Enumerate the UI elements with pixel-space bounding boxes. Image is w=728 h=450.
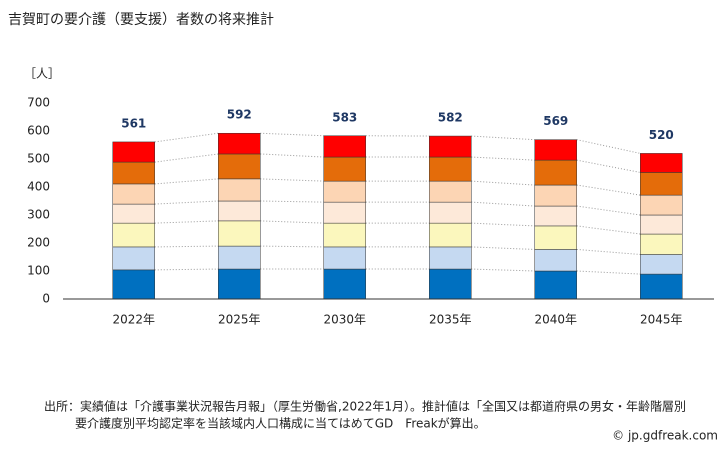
connector: [471, 246, 535, 250]
bar-segment: [534, 225, 577, 250]
connector: [260, 220, 324, 224]
connector: [154, 268, 219, 271]
bar-segment: [640, 214, 683, 235]
connector: [154, 220, 219, 224]
connector: [576, 139, 641, 154]
connector: [260, 200, 324, 203]
bar-segment: [534, 184, 577, 207]
bar-segment: [112, 161, 155, 185]
bar-segment: [112, 222, 155, 248]
y-tick-label: 100: [27, 264, 50, 278]
bar-segment: [429, 222, 472, 248]
connector: [576, 159, 641, 173]
bar-segment: [534, 139, 577, 161]
y-tick-label: 400: [27, 180, 50, 194]
connector: [154, 132, 219, 143]
source-line: 要介護度別平均認定率を当該域内人口構成に当てはめてGD Freakが算出。: [75, 416, 486, 431]
connector: [260, 153, 324, 158]
credit: © jp.gdfreak.com: [612, 429, 718, 443]
bar-segment: [112, 246, 155, 271]
bar-segment: [640, 153, 683, 173]
bar-segment: [429, 268, 472, 300]
connector: [260, 132, 324, 137]
x-tick-label: 2022年: [112, 313, 155, 327]
x-tick-label: 2035年: [429, 313, 472, 327]
bar-segment: [323, 222, 366, 248]
y-tick-label: 700: [27, 96, 50, 110]
bar-segment: [534, 249, 577, 272]
bar-segment: [112, 141, 155, 163]
connector: [471, 268, 535, 272]
bar-segment: [323, 268, 366, 300]
connector: [154, 245, 219, 248]
y-axis-label: ［人］: [24, 67, 60, 81]
y-tick-label: 0: [42, 292, 50, 306]
y-tick-label: 600: [27, 124, 50, 138]
bar-segment: [218, 200, 261, 222]
bar-segment: [429, 201, 472, 224]
bar-segment: [429, 156, 472, 182]
total-label: 561: [121, 116, 146, 130]
bar-segment: [640, 254, 683, 275]
connector: [576, 184, 641, 196]
connector: [576, 205, 641, 216]
bar-segment: [534, 205, 577, 227]
y-tick-label: 300: [27, 208, 50, 222]
connector: [154, 178, 219, 185]
connector: [260, 245, 324, 248]
bar-segment: [323, 135, 366, 158]
x-tick-label: 2045年: [640, 313, 683, 327]
bar-segment: [429, 135, 472, 158]
x-tick-label: 2030年: [323, 313, 366, 327]
bar-segment: [429, 246, 472, 270]
connector: [471, 156, 535, 161]
connector: [576, 248, 641, 255]
connector: [154, 153, 219, 163]
bar-segment: [640, 273, 683, 300]
bar-segment: [218, 268, 261, 300]
x-tick-label: 2040年: [534, 313, 577, 327]
bar-segment: [323, 201, 366, 224]
bar-segment: [534, 159, 577, 186]
bar-segment: [112, 203, 155, 224]
total-label: 592: [227, 108, 252, 122]
bar-segment: [323, 180, 366, 203]
connector: [576, 270, 641, 275]
bar-segment: [640, 172, 683, 196]
x-tick-label: 2025年: [218, 313, 261, 327]
bar-segment: [218, 245, 261, 270]
chart-title: 吉賀町の要介護（要支援）者数の将来推計: [8, 12, 274, 28]
bar-segment: [218, 178, 261, 202]
bar-segment: [640, 194, 683, 216]
bar-segment: [112, 183, 155, 205]
bar-segment: [429, 180, 472, 203]
connector: [576, 225, 641, 235]
source-line: 出所：実績値は「介護事業状況報告月報」（厚生労働省,2022年1月）。推計値は「…: [44, 399, 686, 414]
total-label: 583: [332, 110, 357, 124]
y-tick-label: 200: [27, 236, 50, 250]
total-label: 520: [649, 128, 674, 142]
bar-segment: [218, 220, 261, 247]
y-tick-label: 500: [27, 152, 50, 166]
bar-segment: [534, 270, 577, 300]
connector: [260, 178, 324, 182]
connector: [471, 222, 535, 227]
connector: [471, 201, 535, 207]
connector: [471, 135, 535, 141]
bar-segment: [218, 132, 261, 155]
bar-segment: [112, 269, 155, 300]
total-label: 582: [438, 111, 463, 125]
bar-segment: [323, 246, 366, 270]
bar-segment: [323, 156, 366, 182]
total-label: 569: [543, 114, 568, 128]
bar-segment: [640, 233, 683, 255]
connector: [154, 200, 219, 205]
bar-segment: [218, 153, 261, 180]
connector: [471, 180, 535, 186]
